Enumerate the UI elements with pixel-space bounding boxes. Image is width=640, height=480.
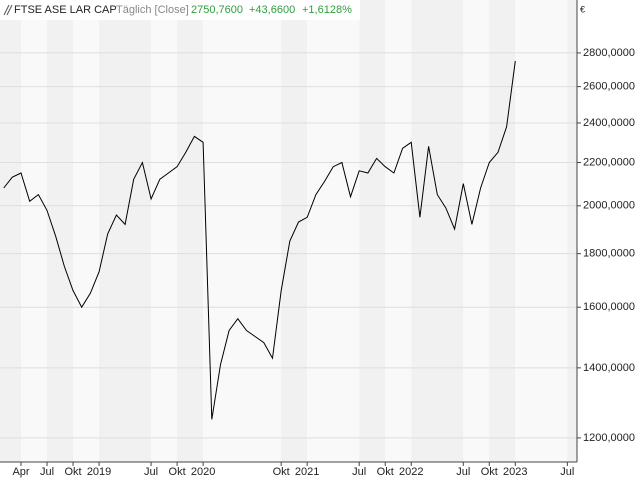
- band: [21, 0, 48, 462]
- y-tick-label: 1600,0000: [583, 301, 635, 313]
- x-tick-label: Okt: [273, 466, 290, 478]
- band: [385, 0, 412, 462]
- icon: [3, 4, 13, 16]
- x-tick-label: Okt: [377, 466, 394, 478]
- band: [99, 0, 152, 462]
- y-tick-label: 2800,0000: [583, 47, 635, 59]
- x-tick-label: 2020: [191, 466, 215, 478]
- band: [151, 0, 178, 462]
- change-percent: +1,6128%: [302, 4, 352, 16]
- header: FTSE ASE LAR CAP Täglich [Close] 2750,76…: [0, 0, 360, 20]
- price-line: [3, 60, 516, 420]
- x-tick-label: 2023: [503, 466, 527, 478]
- band: [177, 0, 204, 462]
- x-tick-label: Jul: [352, 466, 366, 478]
- y-tick-label: 2000,0000: [583, 200, 635, 212]
- x-tick-label: Jul: [40, 466, 54, 478]
- band: [307, 0, 360, 462]
- x-tick-label: Okt: [481, 466, 498, 478]
- x-tick-label: 2021: [295, 466, 319, 478]
- band: [73, 0, 100, 462]
- header-bg: [0, 0, 360, 20]
- subtitle: Täglich [Close]: [116, 4, 189, 16]
- band: [203, 0, 282, 462]
- y-tick-label: 2400,0000: [583, 117, 635, 129]
- y-unit: €: [580, 4, 585, 14]
- plot: [3, 60, 516, 420]
- y-tick-label: 2200,0000: [583, 156, 635, 168]
- band: [47, 0, 74, 462]
- x-tick-label: Okt: [169, 466, 186, 478]
- x-tick-label: 2019: [87, 466, 111, 478]
- x-tick-label: 2022: [399, 466, 423, 478]
- change: +43,6600: [249, 4, 295, 16]
- background: [0, 0, 577, 462]
- y-tick-label: 1800,0000: [583, 248, 635, 260]
- x-tick-label: Jul: [560, 466, 574, 478]
- band: [0, 0, 22, 462]
- x-tick-label: Jul: [456, 466, 470, 478]
- chart-title: FTSE ASE LAR CAP: [14, 4, 117, 16]
- x-tick-label: Apr: [12, 466, 29, 478]
- band: [359, 0, 386, 462]
- y-tick-label: 1400,0000: [583, 362, 635, 374]
- x-tick-label: Jul: [144, 466, 158, 478]
- band: [515, 0, 568, 462]
- y-tick-label: 1200,0000: [583, 432, 635, 444]
- band: [489, 0, 516, 462]
- band: [411, 0, 464, 462]
- band: [463, 0, 490, 462]
- y-tick-label: 2600,0000: [583, 81, 635, 93]
- x-tick-label: Okt: [64, 466, 81, 478]
- band: [567, 0, 577, 462]
- last-value: 2750,7600: [191, 4, 243, 16]
